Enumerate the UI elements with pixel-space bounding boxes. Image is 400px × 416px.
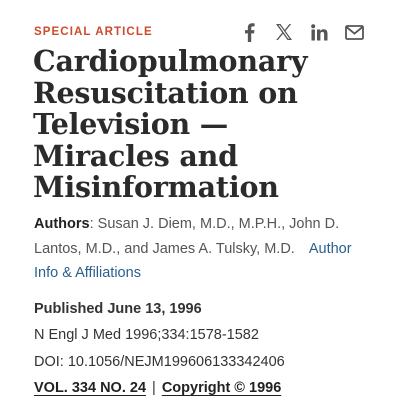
author-affiliations-link[interactable]: Author Info & Affiliations: [34, 240, 352, 282]
linkedin-icon[interactable]: [309, 22, 329, 42]
copyright-link[interactable]: Copyright © 1996: [161, 379, 282, 396]
published-date: June 13, 1996: [107, 301, 202, 317]
facebook-icon[interactable]: [239, 22, 259, 42]
authors-block: Authors: Susan J. Diem, M.D., M.P.H., Jo…: [34, 212, 364, 286]
share-bar: [239, 22, 364, 42]
article-type-label: SPECIAL ARTICLE: [34, 26, 153, 38]
citation: N Engl J Med 1996;334:1578-1582: [34, 327, 259, 344]
published-label: Published: [34, 301, 104, 317]
separator: |: [152, 379, 156, 396]
article-title: Cardiopulmonary Resuscitation on Televis…: [33, 44, 308, 204]
published-row: Published June 13, 1996: [34, 296, 374, 322]
volume-issue-link[interactable]: VOL. 334 NO. 24: [34, 379, 147, 396]
article-topbar: SPECIAL ARTICLE: [34, 20, 364, 44]
doi: DOI: 10.1056/NEJM199606133342406: [34, 353, 285, 370]
email-icon[interactable]: [344, 22, 364, 42]
issue-row: VOL. 334 NO. 24 | Copyright © 1996: [34, 375, 374, 401]
publication-meta: Published June 13, 1996 N Engl J Med 199…: [34, 296, 374, 401]
authors-label: Authors: [34, 216, 90, 232]
x-icon[interactable]: [274, 22, 294, 42]
authors-list: : Susan J. Diem, M.D., M.P.H., John D. L…: [34, 216, 340, 257]
